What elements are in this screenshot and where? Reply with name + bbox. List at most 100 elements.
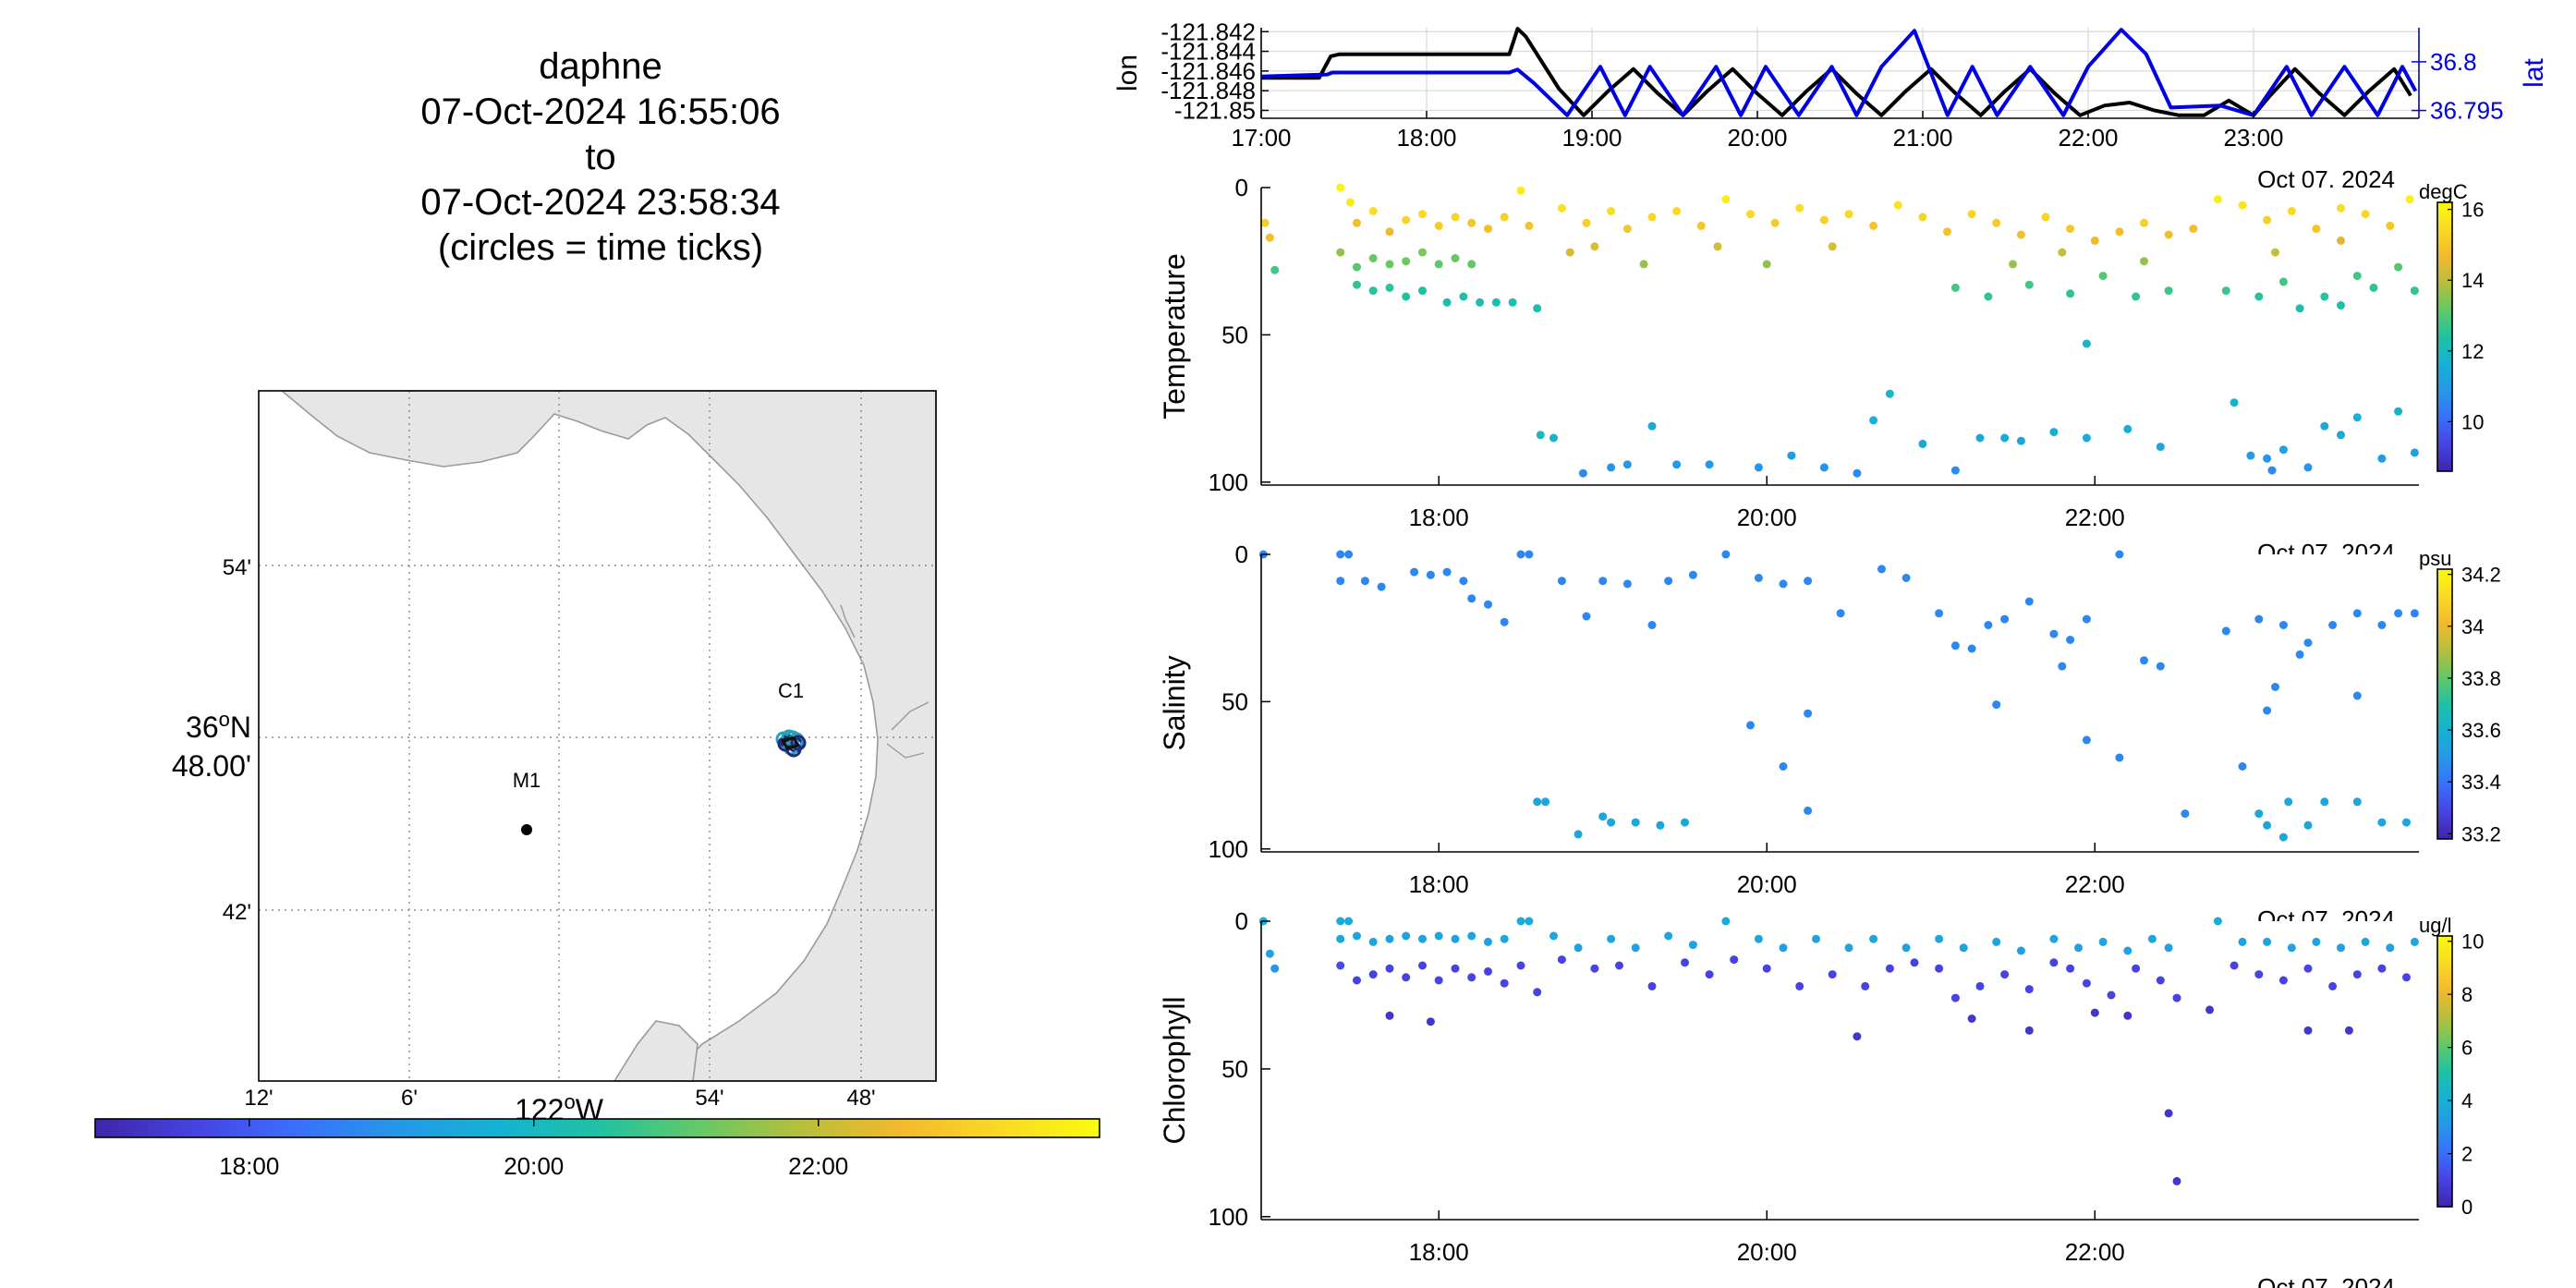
temperature-data-point bbox=[2041, 213, 2050, 222]
temperature-data-point bbox=[1368, 286, 1378, 296]
salinity-data-point bbox=[1754, 574, 1763, 582]
lon-tick-label: -121.848 bbox=[1160, 77, 1256, 104]
temperature-data-point bbox=[1885, 389, 1894, 398]
salinity-data-point bbox=[1410, 567, 1419, 577]
salinity-data-point bbox=[2082, 614, 2091, 624]
salinity-x-tick-label: 18:00 bbox=[1409, 870, 1469, 898]
time-colorbar-tick-label: 20:00 bbox=[504, 1152, 564, 1180]
salinity-data-point bbox=[2238, 762, 2247, 771]
salinity-data-point bbox=[2320, 797, 2329, 807]
chlorophyll-data-point bbox=[2000, 970, 2010, 979]
temperature-data-point bbox=[2123, 424, 2132, 433]
salinity-data-point bbox=[2410, 609, 2419, 618]
salinity-x-tick-label: 20:00 bbox=[1737, 870, 1797, 898]
temperature-data-point bbox=[2189, 225, 2198, 234]
chlorophyll-data-point bbox=[1368, 937, 1378, 946]
temperature-data-point bbox=[2361, 210, 2370, 219]
temperature-data-point bbox=[1434, 221, 1443, 230]
salinity-data-point bbox=[1877, 565, 1886, 574]
temperature-data-point bbox=[2267, 466, 2277, 475]
temperature-data-point bbox=[2049, 428, 2059, 437]
chlorophyll-data-point bbox=[1853, 1032, 1862, 1041]
chlorophyll-data-point bbox=[1500, 934, 1509, 943]
chlorophyll-data-point bbox=[1344, 917, 1354, 926]
chlorophyll-data-point bbox=[1336, 917, 1345, 926]
chlorophyll-data-point bbox=[1533, 988, 1542, 997]
chlorophyll-data-point bbox=[1368, 970, 1378, 979]
temperature-x-tick-label: 20:00 bbox=[1737, 504, 1797, 531]
chlorophyll-data-point bbox=[1451, 934, 1460, 943]
salinity-data-point bbox=[1533, 797, 1542, 807]
chlorophyll-data-point bbox=[2098, 937, 2108, 946]
chlorophyll-x-tick-label: 18:00 bbox=[1409, 1238, 1469, 1266]
map-frame bbox=[258, 390, 937, 1082]
chlorophyll-data-point bbox=[2172, 1176, 2181, 1185]
salinity-data-point bbox=[2066, 636, 2075, 644]
map-lat-center-minutes: 48.00' bbox=[172, 749, 251, 783]
temperature-data-point bbox=[1549, 433, 1558, 443]
salinity-data-point bbox=[2377, 621, 2387, 629]
salinity-data-point bbox=[1664, 577, 1673, 586]
chlorophyll-data-point bbox=[1385, 934, 1394, 943]
salinity-data-point bbox=[1902, 574, 1911, 582]
temperature-data-point bbox=[2082, 433, 2091, 443]
time-colorbar-tick-label: 22:00 bbox=[788, 1152, 848, 1180]
temperature-data-point bbox=[1918, 439, 1927, 448]
time-colorbar-bar bbox=[94, 1118, 1100, 1138]
title-line-end: 07-Oct-2024 23:58:34 bbox=[420, 182, 781, 223]
salinity-data-point bbox=[1459, 577, 1468, 586]
salinity-data-point bbox=[1721, 550, 1731, 559]
salinity-data-point bbox=[2024, 597, 2034, 606]
chlorophyll-data-point bbox=[2287, 943, 2296, 953]
temperature-unit-label: degC bbox=[2419, 180, 2468, 203]
chlorophyll-data-point bbox=[1959, 943, 1968, 953]
salinity-data-point bbox=[1779, 762, 1788, 771]
temperature-y-tick-label: 0 bbox=[1235, 174, 1248, 201]
temperature-data-point bbox=[2115, 227, 2124, 237]
chlorophyll-data-point bbox=[2303, 964, 2313, 973]
temperature-data-point bbox=[1770, 218, 1780, 227]
temperature-data-point bbox=[1525, 221, 1534, 230]
chlorophyll-data-point bbox=[1935, 964, 1944, 973]
temperature-data-point bbox=[1385, 227, 1394, 237]
temperature-data-point bbox=[2098, 272, 2108, 281]
chlorophyll-cbar-tick-label: 10 bbox=[2461, 930, 2484, 954]
temperature-data-point bbox=[1787, 451, 1796, 460]
station-m1-marker bbox=[521, 824, 532, 835]
temperature-data-point bbox=[1533, 304, 1542, 313]
salinity-data-point bbox=[2254, 614, 2264, 624]
lon-lat-x-tick-label: 17:00 bbox=[1231, 124, 1291, 152]
temperature-data-point bbox=[2410, 448, 2419, 457]
temperature-data-point bbox=[2024, 280, 2034, 289]
salinity-data-point bbox=[2352, 609, 2362, 618]
salinity-data-point bbox=[2271, 683, 2279, 691]
temperature-data-point bbox=[2016, 436, 2025, 445]
temperature-data-point bbox=[1402, 257, 1411, 266]
chlorophyll-data-point bbox=[2344, 1026, 2353, 1035]
salinity-data-point bbox=[2394, 609, 2403, 618]
salinity-data-point bbox=[2221, 626, 2230, 636]
lon-tick-label: -121.846 bbox=[1160, 57, 1256, 85]
chlorophyll-plot-area bbox=[1261, 921, 2419, 1220]
salinity-data-point bbox=[1336, 550, 1345, 559]
temperature-data-point bbox=[1943, 227, 1951, 237]
chlorophyll-colorbar bbox=[2436, 935, 2453, 1208]
salinity-data-point bbox=[2402, 818, 2411, 827]
time-colorbar-tick-label: 18:00 bbox=[219, 1152, 279, 1180]
chlorophyll-data-point bbox=[1500, 978, 1509, 988]
salinity-data-point bbox=[1779, 579, 1788, 589]
salinity-data-point bbox=[1950, 641, 1960, 650]
temperature-data-point bbox=[2377, 454, 2387, 463]
temperature-data-point bbox=[1442, 298, 1452, 307]
salinity-data-point bbox=[2352, 797, 2362, 807]
temperature-data-point bbox=[2337, 236, 2345, 245]
river-lines bbox=[840, 604, 930, 759]
temperature-data-point bbox=[1713, 242, 1722, 251]
temperature-data-point bbox=[1622, 460, 1632, 469]
chlorophyll-data-point bbox=[1631, 943, 1640, 953]
temperature-data-point bbox=[1844, 210, 1853, 219]
map-lon-tick: 54' bbox=[695, 1086, 723, 1111]
temperature-data-point bbox=[1500, 213, 1509, 222]
